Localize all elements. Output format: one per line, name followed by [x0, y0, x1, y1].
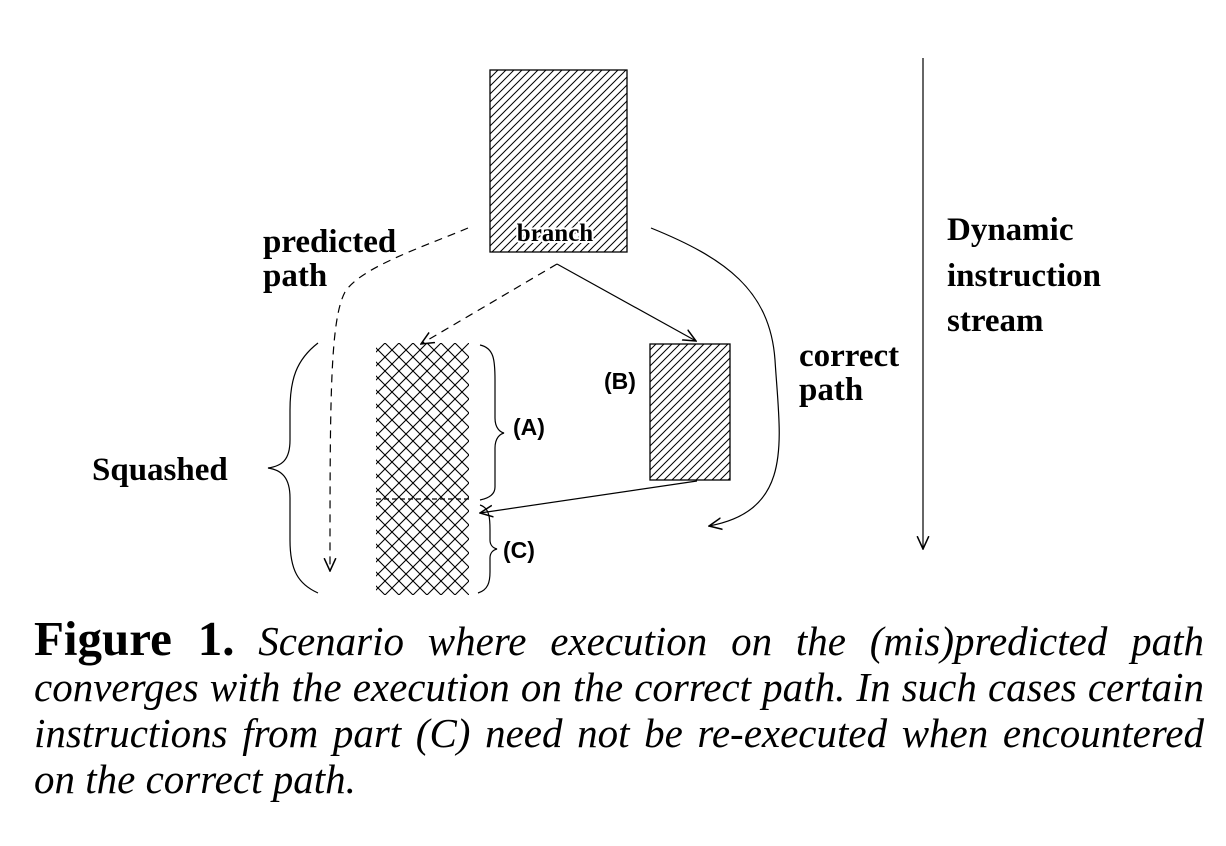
brace-squashed	[267, 342, 319, 594]
branch-to-a-arrow	[421, 263, 558, 344]
brace-c	[477, 504, 498, 594]
block-c	[376, 499, 469, 595]
correct-path-arrow	[650, 227, 780, 526]
part-a-label: (A)	[513, 414, 545, 440]
block-b	[649, 343, 731, 481]
branch-label: branch	[517, 220, 594, 247]
dynamic-stream-label-line3: stream	[947, 303, 1044, 339]
dynamic-stream-label-line1: Dynamic	[947, 212, 1074, 248]
figure-caption: Figure 1. Scenario where execution on th…	[34, 614, 1205, 802]
squashed-label: Squashed	[92, 452, 228, 488]
figure-label: Figure 1.	[34, 611, 235, 666]
b-to-c-arrow	[480, 480, 698, 513]
predicted-path-label-line2: path	[263, 258, 327, 294]
part-b-label: (B)	[604, 368, 636, 394]
predicted-path-arrow	[330, 227, 469, 571]
brace-a	[479, 344, 505, 501]
predicted-path-label-line1: predicted	[263, 224, 396, 260]
correct-path-label-line2: path	[799, 372, 863, 408]
part-c-label: (C)	[503, 537, 535, 563]
branch-block	[489, 69, 628, 253]
block-a	[376, 343, 469, 499]
correct-path-label-line1: correct	[799, 338, 899, 374]
branch-to-b-arrow	[556, 263, 696, 341]
figure-caption-text: Scenario where execution on the (mis)pre…	[34, 618, 1205, 802]
dynamic-stream-label-line2: instruction	[947, 258, 1101, 294]
